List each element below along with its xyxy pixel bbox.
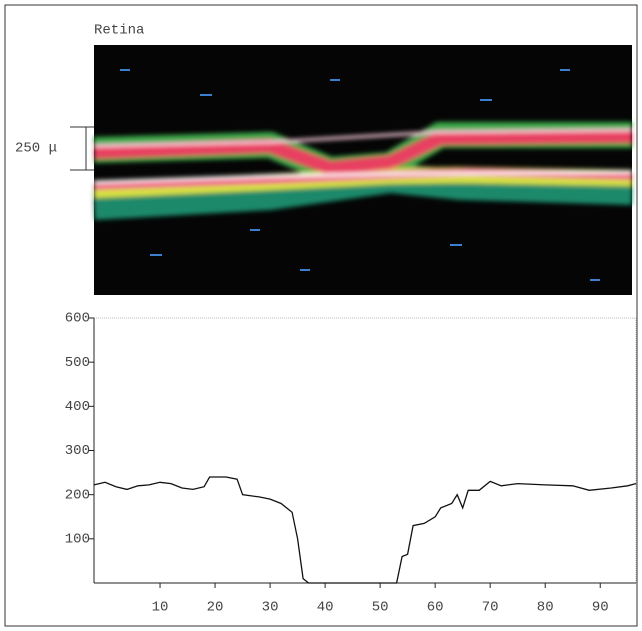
scale-label: 250 μ xyxy=(15,141,57,157)
x-tick-label: 40 xyxy=(317,600,334,616)
x-tick-label: 20 xyxy=(207,600,224,616)
y-tick-label: 600 xyxy=(65,311,90,327)
scan-title: Retina xyxy=(94,23,144,39)
y-tick-label: 500 xyxy=(65,355,90,371)
y-tick-label: 300 xyxy=(65,443,90,459)
y-tick-label: 200 xyxy=(65,487,90,503)
oct-image xyxy=(93,45,633,295)
x-tick-label: 50 xyxy=(372,600,389,616)
x-tick-label: 70 xyxy=(482,600,499,616)
x-tick-label: 10 xyxy=(152,600,169,616)
x-tick-label: 80 xyxy=(537,600,554,616)
data-line xyxy=(93,476,637,584)
frame xyxy=(4,4,638,627)
x-tick-label: 90 xyxy=(592,600,609,616)
x-tick-label: 60 xyxy=(427,600,444,616)
x-tick-label: 30 xyxy=(262,600,279,616)
scale-bar xyxy=(70,126,94,171)
y-tick-label: 100 xyxy=(65,532,90,548)
plot-frame xyxy=(93,317,637,584)
y-tick-label: 400 xyxy=(65,399,90,415)
